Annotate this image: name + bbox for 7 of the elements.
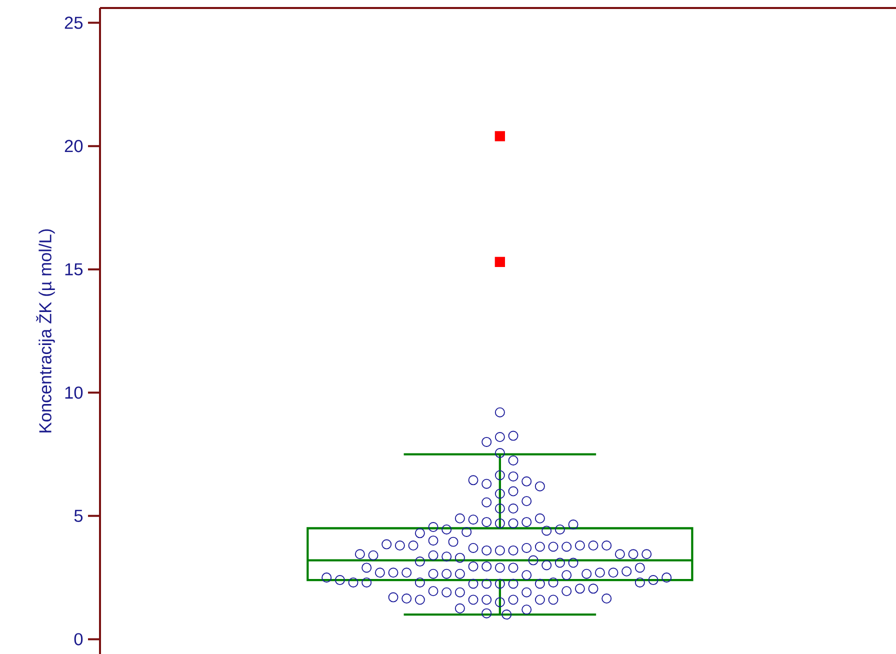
y-tick-label: 0 [74, 633, 83, 646]
y-axis-title: Koncentracija ŽK (µ mol/L) [36, 229, 55, 432]
y-tick-label: 15 [65, 263, 83, 276]
y-tick-label: 5 [74, 510, 83, 522]
y-tick-label: 25 [64, 16, 83, 29]
y-tick-label: 10 [65, 386, 83, 399]
y-tick-label: 20 [64, 140, 83, 152]
